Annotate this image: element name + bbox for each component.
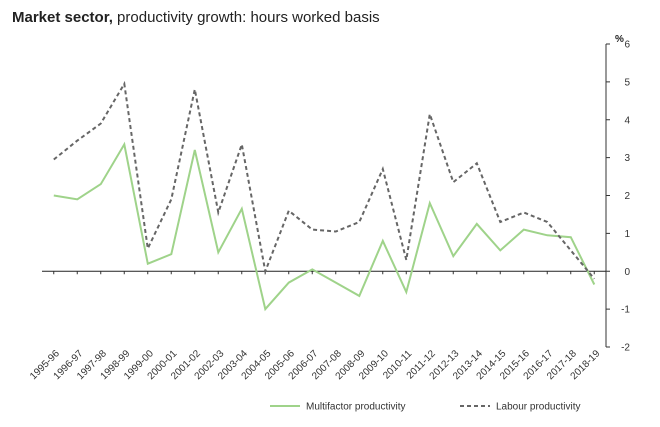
series-line-1 — [53, 141, 596, 312]
data-point — [570, 250, 572, 252]
series-line-2 — [53, 80, 596, 280]
data-point — [123, 83, 125, 85]
data-point — [123, 144, 125, 146]
y-tick-label: 2 — [624, 191, 630, 202]
data-point — [429, 113, 431, 115]
data-point — [264, 270, 266, 272]
data-point — [499, 250, 501, 252]
y-tick-label: 5 — [624, 77, 630, 88]
data-point — [100, 183, 102, 185]
data-point — [264, 308, 266, 310]
data-point — [523, 212, 525, 214]
data-point — [53, 159, 55, 161]
legend: Multifactor productivity Labour productiv… — [270, 402, 581, 413]
data-point — [476, 223, 478, 225]
y-tick-label: 6 — [624, 40, 630, 51]
y-unit-label: % — [615, 34, 624, 45]
series-layer — [53, 80, 596, 312]
data-point — [311, 269, 313, 271]
data-point — [241, 208, 243, 210]
data-point — [100, 123, 102, 125]
data-point — [288, 210, 290, 212]
data-point — [147, 248, 149, 250]
data-point — [405, 259, 407, 261]
legend-label-1: Multifactor productivity — [306, 402, 405, 413]
data-point — [194, 89, 196, 91]
data-point — [546, 221, 548, 223]
data-point — [147, 263, 149, 265]
data-point — [405, 291, 407, 293]
data-point — [546, 234, 548, 236]
axes: -2-101234561995-961996-971997-981998-991… — [28, 40, 630, 383]
data-point — [523, 229, 525, 231]
data-point — [170, 253, 172, 255]
data-point — [382, 240, 384, 242]
data-point — [358, 221, 360, 223]
y-tick-label: 0 — [624, 267, 630, 278]
data-point — [335, 231, 337, 233]
chart-title-rest: productivity growth: hours worked basis — [113, 9, 380, 26]
data-point — [452, 181, 454, 183]
data-point — [593, 278, 595, 280]
data-point — [241, 144, 243, 146]
data-point — [170, 198, 172, 200]
y-tick-label: -2 — [621, 343, 630, 354]
data-point — [358, 295, 360, 297]
data-point — [429, 202, 431, 204]
data-point — [217, 212, 219, 214]
data-point — [76, 198, 78, 200]
legend-label-2: Labour productivity — [496, 402, 581, 413]
y-tick-label: -1 — [621, 305, 630, 316]
y-tick-label: 4 — [624, 115, 630, 126]
y-tick-label: 1 — [624, 229, 630, 240]
data-point — [476, 163, 478, 165]
y-tick-label: 3 — [624, 153, 630, 164]
chart-title: Market sector, productivity growth: hour… — [12, 9, 380, 26]
data-point — [217, 252, 219, 254]
data-point — [53, 195, 55, 197]
data-point — [382, 168, 384, 170]
data-point — [311, 229, 313, 231]
chart-title-bold: Market sector, — [12, 9, 113, 26]
data-point — [288, 282, 290, 284]
data-point — [452, 255, 454, 257]
data-point — [194, 149, 196, 151]
data-point — [335, 282, 337, 284]
data-point — [76, 140, 78, 142]
data-point — [499, 221, 501, 223]
data-point — [570, 236, 572, 238]
data-point — [593, 284, 595, 286]
